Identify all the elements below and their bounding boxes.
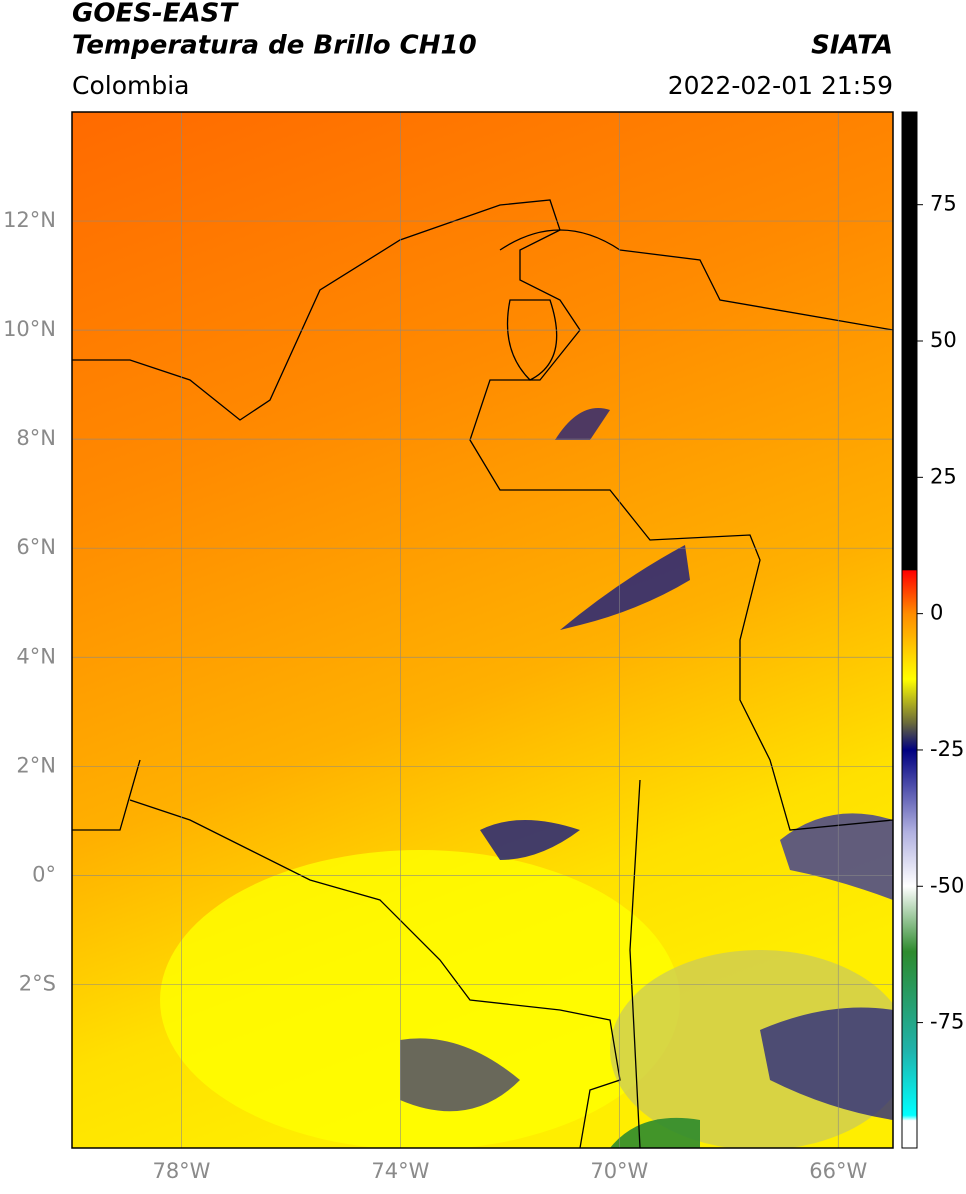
colorbar-tick-label: -25 xyxy=(930,737,964,761)
convective-cloud xyxy=(400,1038,520,1112)
map-frame xyxy=(71,111,894,1149)
lon-tick-label: 70°W xyxy=(590,1159,648,1183)
cloud-area xyxy=(160,850,680,1148)
colorbar-tick-label: -50 xyxy=(930,873,964,897)
cold-cloud xyxy=(610,1117,700,1148)
colorbar-tick-label: 50 xyxy=(930,328,957,352)
lat-tick-label: 8°N xyxy=(16,426,56,450)
colorbar-tick-label: 0 xyxy=(930,601,943,625)
coastline xyxy=(499,229,893,381)
lat-tick-label: 12°N xyxy=(3,208,56,232)
lat-tick-label: 6°N xyxy=(16,535,56,559)
map-image xyxy=(72,112,893,1148)
convective-cloud xyxy=(780,813,893,900)
borders xyxy=(72,199,893,1148)
colorbar xyxy=(901,111,918,1149)
lat-tick-label: 2°S xyxy=(19,971,56,995)
datetime: 2022-02-01 21:59 xyxy=(668,71,893,100)
source: SIATA xyxy=(811,31,893,61)
lon-tick-label: 74°W xyxy=(371,1159,429,1183)
colorbar-tick-label: 75 xyxy=(930,192,957,216)
convective-cloud xyxy=(760,1007,893,1120)
lat-tick-label: 4°N xyxy=(16,644,56,668)
region: Colombia xyxy=(72,71,189,100)
lat-tick-label: 0° xyxy=(32,862,56,886)
graticule xyxy=(72,112,893,1148)
lon-tick-label: 66°W xyxy=(809,1159,867,1183)
colorbar-tick-label: 25 xyxy=(930,464,957,488)
title: GOES-EAST xyxy=(72,0,239,29)
convective-cloud xyxy=(560,545,690,630)
lon-tick-label: 78°W xyxy=(152,1159,210,1183)
colorbar-tick-label: -75 xyxy=(930,1010,964,1034)
lat-tick-label: 10°N xyxy=(3,317,56,341)
convective-cloud xyxy=(480,820,580,860)
lat-tick-label: 2°N xyxy=(16,753,56,777)
convective-cloud xyxy=(555,408,610,440)
product: Temperatura de Brillo CH10 xyxy=(72,31,477,61)
